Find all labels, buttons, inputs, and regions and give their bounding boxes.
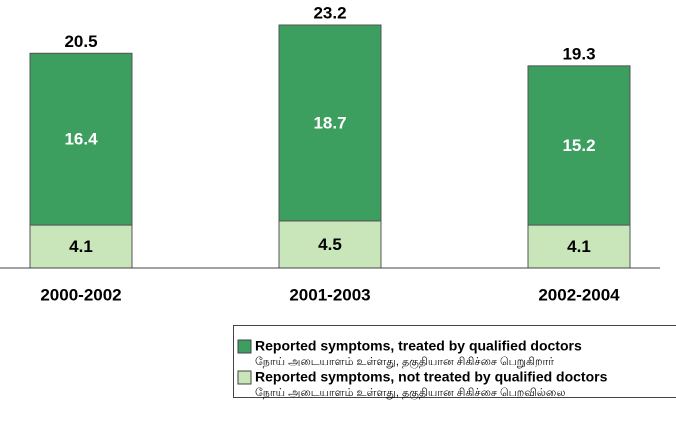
legend-box (233, 325, 676, 398)
value-label: 16.4 (64, 130, 98, 149)
value-label: 18.7 (313, 113, 346, 132)
total-label: 19.3 (562, 44, 595, 63)
x-tick-label: 2000-2002 (40, 285, 121, 304)
legend-label-tamil: நோய் அடையாளம் உள்ளது, தகுதியான சிகிச்சை … (255, 387, 565, 401)
bar-segment (527, 65, 631, 226)
value-label: 4.1 (567, 237, 591, 256)
x-tick-label: 2001-2003 (289, 285, 370, 304)
bar-segment (29, 224, 133, 269)
legend-label-tamil: நோய் அடையாளம் உள்ளது, தகுதியான சிகிச்சை … (255, 356, 554, 370)
x-tick-label: 2002-2004 (538, 285, 620, 304)
legend-swatch (237, 339, 252, 354)
legend-swatch (237, 370, 252, 385)
bar-segment (29, 52, 133, 226)
legend-label: Reported symptoms, treated by qualified … (255, 338, 582, 354)
value-label: 4.1 (69, 237, 93, 256)
value-label: 15.2 (562, 136, 595, 155)
total-label: 23.2 (313, 3, 346, 22)
legend-label: Reported symptoms, not treated by qualif… (255, 369, 608, 385)
total-label: 20.5 (64, 32, 97, 51)
value-label: 4.5 (318, 235, 342, 254)
bar-segment (278, 24, 382, 222)
